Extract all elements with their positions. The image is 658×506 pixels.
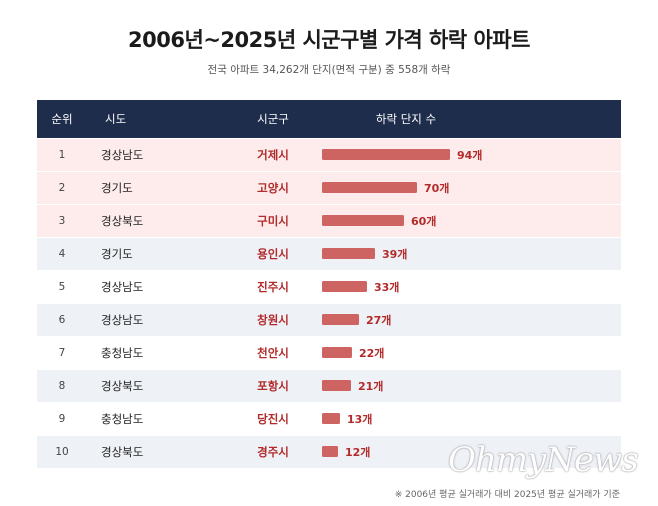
row-rank: 8 xyxy=(58,380,66,392)
row-sigungu: 당진시 xyxy=(257,412,289,426)
bar-svg: 27개 xyxy=(322,313,391,327)
row-sigungu: 고양시 xyxy=(257,181,289,195)
row-sigungu: 경주시 xyxy=(257,445,289,459)
bar xyxy=(322,347,352,358)
bar-value-label: 12개 xyxy=(345,445,370,459)
header-rank: 순위 xyxy=(51,112,73,126)
bar-svg: 94개 xyxy=(322,148,482,162)
bar-value-label: 27개 xyxy=(366,313,391,327)
bar-cell: 70개 xyxy=(321,172,621,204)
bar-value-label: 70개 xyxy=(424,181,449,195)
chart-title: 2006년~2025년 시군구별 가격 하락 아파트 xyxy=(128,28,530,52)
row-sido: 경상남도 xyxy=(101,280,144,294)
bar xyxy=(322,446,338,457)
bar xyxy=(322,413,340,424)
bar xyxy=(322,314,359,325)
row-sido: 경상북도 xyxy=(101,379,144,393)
bar-value-label: 22개 xyxy=(359,346,384,360)
row-rank: 6 xyxy=(58,314,66,326)
bar-svg: 12개 xyxy=(322,445,370,459)
bar xyxy=(322,281,367,292)
row-sido: 충청남도 xyxy=(101,412,144,426)
table-row: 1 경상남도 거제시 94개 xyxy=(37,139,621,171)
table-row: 4 경기도 용인시 39개 xyxy=(37,238,621,270)
bar-value-label: 94개 xyxy=(457,148,482,162)
bar-cell: 60개 xyxy=(321,205,621,237)
bar-svg: 22개 xyxy=(322,346,384,360)
row-sido: 경기도 xyxy=(101,247,133,261)
bar-value-label: 13개 xyxy=(347,412,372,426)
row-sigungu: 포항시 xyxy=(257,379,289,393)
table-row: 10 경상북도 경주시 12개 xyxy=(37,436,621,468)
bar xyxy=(322,215,404,226)
bar-cell: 33개 xyxy=(321,271,621,303)
row-sido: 충청남도 xyxy=(101,346,144,360)
table-header: 순위 시도 시군구 하락 단지 수 xyxy=(37,100,621,138)
row-rank: 3 xyxy=(58,215,66,227)
row-sigungu: 진주시 xyxy=(257,280,289,294)
table-body: 1 경상남도 거제시 94개 2 경기도 고양시 70개 3 경상북도 구미시 60개 4 경기도 용인시 3… xyxy=(37,139,621,468)
header-sigungu: 시군구 xyxy=(257,112,289,126)
row-sigungu: 구미시 xyxy=(257,214,289,228)
row-sigungu: 거제시 xyxy=(257,148,289,162)
row-sido: 경상북도 xyxy=(101,445,144,459)
row-rank: 10 xyxy=(55,446,69,458)
bar-cell: 22개 xyxy=(321,337,621,369)
row-rank: 4 xyxy=(58,248,66,260)
bar-cell: 94개 xyxy=(321,139,621,171)
header-count: 하락 단지 수 xyxy=(375,112,437,126)
row-sigungu: 용인시 xyxy=(257,247,289,261)
table-row: 5 경상남도 진주시 33개 xyxy=(37,271,621,303)
row-sigungu: 창원시 xyxy=(257,313,289,327)
watermark-logo: OhmyNews xyxy=(448,440,639,480)
row-rank: 5 xyxy=(58,281,66,293)
bar-cell: 39개 xyxy=(321,238,621,270)
table-row: 6 경상남도 창원시 27개 xyxy=(37,304,621,336)
bar-cell: 21개 xyxy=(321,370,621,402)
footnote: ※ 2006년 평균 실거래가 대비 2025년 평균 실거래가 기준 xyxy=(394,490,620,500)
table-row: 8 경상북도 포항시 21개 xyxy=(37,370,621,402)
bar-cell: 27개 xyxy=(321,304,621,336)
bar-svg: 39개 xyxy=(322,247,407,261)
bar-value-label: 21개 xyxy=(358,379,383,393)
bar-svg: 21개 xyxy=(322,379,383,393)
bar-svg: 70개 xyxy=(322,181,449,195)
bar-svg: 33개 xyxy=(322,280,399,294)
bar-cell: 13개 xyxy=(321,403,621,435)
bar-svg: 13개 xyxy=(322,412,372,426)
bar-value-label: 60개 xyxy=(411,214,436,228)
row-rank: 9 xyxy=(58,413,66,425)
table-row: 3 경상북도 구미시 60개 xyxy=(37,205,621,237)
bar xyxy=(322,149,450,160)
bar xyxy=(322,248,375,259)
bar-svg: 60개 xyxy=(322,214,436,228)
header-sido: 시도 xyxy=(105,112,127,126)
bar xyxy=(322,182,417,193)
table-row: 2 경기도 고양시 70개 xyxy=(37,172,621,204)
row-sido: 경상남도 xyxy=(101,148,144,162)
chart-subtitle: 전국 아파트 34,262개 단지(면적 구분) 중 558개 하락 xyxy=(207,64,451,76)
row-rank: 7 xyxy=(58,347,66,359)
row-sido: 경기도 xyxy=(101,181,133,195)
row-sido: 경상남도 xyxy=(101,313,144,327)
bar-value-label: 33개 xyxy=(374,280,399,294)
bar-value-label: 39개 xyxy=(382,247,407,261)
row-rank: 1 xyxy=(58,149,66,161)
row-sigungu: 천안시 xyxy=(257,346,289,360)
ranking-table: 순위 시도 시군구 하락 단지 수 1 경상남도 거제시 94개 2 경기도 고양시 70개 3… xyxy=(37,100,621,468)
table-row: 7 충청남도 천안시 22개 xyxy=(37,337,621,369)
bar-cell: 12개 xyxy=(321,436,621,468)
table-row: 9 충청남도 당진시 13개 xyxy=(37,403,621,435)
row-rank: 2 xyxy=(58,182,66,194)
row-sido: 경상북도 xyxy=(101,214,144,228)
bar xyxy=(322,380,351,391)
